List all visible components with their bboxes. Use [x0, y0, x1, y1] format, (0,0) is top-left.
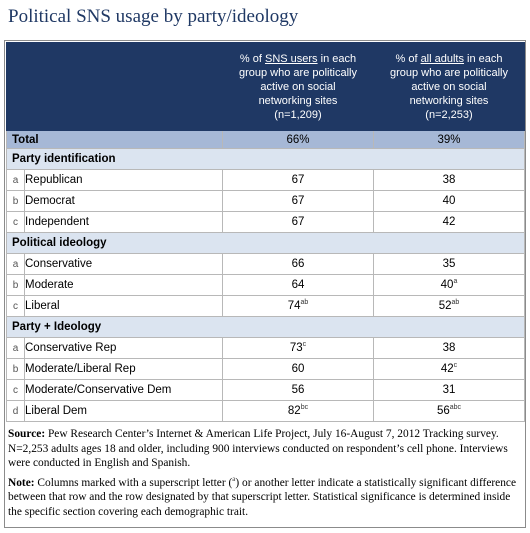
row-label: Moderate/Liberal Rep — [24, 358, 223, 380]
row-label: Liberal — [24, 295, 223, 317]
sns-users-value-number: 74 — [287, 300, 301, 312]
total-label: Total — [6, 130, 223, 149]
all-adults-value-number: 42 — [440, 363, 454, 375]
all-adults-value-number: 40 — [440, 279, 454, 291]
sns-users-value-number: 67 — [291, 174, 305, 186]
all-adults-value-number: 38 — [442, 174, 456, 186]
all-adults-value-number: 40 — [442, 195, 456, 207]
row-letter: a — [6, 253, 25, 275]
section-heading-row: Party identification — [6, 148, 525, 170]
significance-marker: c — [302, 341, 307, 349]
sns-users-value-number: 56 — [291, 384, 305, 396]
all-adults-value: 42c — [373, 358, 525, 380]
sns-users-value-number: 60 — [291, 363, 305, 375]
all-adults-value-number: 42 — [442, 216, 456, 228]
sns-users-value: 66 — [222, 253, 374, 275]
all-adults-value: 56abc — [373, 400, 525, 422]
row-label: Conservative — [24, 253, 223, 275]
row-letter: b — [6, 358, 25, 380]
table-row: a Conservative 66 35 — [6, 253, 525, 275]
section-heading-row: Political ideology — [6, 232, 525, 254]
total-adults-value: 39% — [373, 130, 525, 149]
section-heading-row: Party + Ideology — [6, 316, 525, 338]
row-letter: d — [6, 400, 25, 422]
all-adults-value-number: 35 — [442, 258, 456, 270]
sns-users-value: 67 — [222, 211, 374, 233]
source-note: Source: Pew Research Center’s Internet &… — [8, 428, 508, 469]
row-label: Moderate — [24, 274, 223, 296]
total-sns-value: 66% — [222, 130, 374, 149]
significance-marker: abc — [449, 404, 462, 412]
all-adults-value: 42 — [373, 211, 525, 233]
row-letter: a — [6, 337, 25, 359]
total-row: Total 66% 39% — [6, 130, 525, 149]
table-row: a Republican 67 38 — [6, 169, 525, 191]
sns-users-value-number: 82 — [287, 405, 301, 417]
table-row: c Liberal 74ab 52ab — [6, 295, 525, 317]
significance-marker: c — [453, 362, 458, 370]
sns-users-value-number: 67 — [291, 216, 305, 228]
page-title: Political SNS usage by party/ideology — [8, 6, 299, 27]
data-table: % of SNS users in each group who are pol… — [6, 42, 525, 422]
header-row: % of SNS users in each group who are pol… — [6, 42, 525, 131]
table-row: b Moderate/Liberal Rep 60 42c — [6, 358, 525, 380]
table-row: b Moderate 64 40a — [6, 274, 525, 296]
sns-users-value: 74ab — [222, 295, 374, 317]
row-letter: a — [6, 169, 25, 191]
row-label: Republican — [24, 169, 223, 191]
row-label: Independent — [24, 211, 223, 233]
table-row: b Democrat 67 40 — [6, 190, 525, 212]
row-letter: c — [6, 211, 25, 233]
header-blank — [6, 42, 223, 131]
section-heading: Political ideology — [6, 232, 525, 254]
significance-marker: a — [453, 278, 458, 286]
significance-marker: ab — [300, 299, 309, 307]
sns-users-value-number: 66 — [291, 258, 305, 270]
significance-marker: bc — [300, 404, 309, 412]
table-row: c Moderate/Conservative Dem 56 31 — [6, 379, 525, 401]
all-adults-value: 38 — [373, 337, 525, 359]
all-adults-value-number: 52 — [438, 300, 452, 312]
sns-users-value: 64 — [222, 274, 374, 296]
row-letter: b — [6, 190, 25, 212]
row-letter: c — [6, 379, 25, 401]
row-label: Conservative Rep — [24, 337, 223, 359]
sns-users-value: 67 — [222, 190, 374, 212]
all-adults-value: 40 — [373, 190, 525, 212]
all-adults-value: 38 — [373, 169, 525, 191]
all-adults-value: 52ab — [373, 295, 525, 317]
all-adults-value: 31 — [373, 379, 525, 401]
significance-marker: ab — [451, 299, 460, 307]
sns-users-value-number: 67 — [291, 195, 305, 207]
sns-users-value: 60 — [222, 358, 374, 380]
table-row: c Independent 67 42 — [6, 211, 525, 233]
row-label: Liberal Dem — [24, 400, 223, 422]
section-heading: Party + Ideology — [6, 316, 525, 338]
header-sns-users: % of SNS users in each group who are pol… — [222, 42, 374, 131]
row-letter: b — [6, 274, 25, 296]
sns-users-value-number: 64 — [291, 279, 305, 291]
table-frame — [4, 40, 526, 528]
all-adults-value: 35 — [373, 253, 525, 275]
all-adults-value-number: 56 — [436, 405, 450, 417]
table-row: d Liberal Dem 82bc 56abc — [6, 400, 525, 422]
row-letter: c — [6, 295, 25, 317]
all-adults-value-number: 38 — [442, 342, 456, 354]
sns-users-value-number: 73 — [289, 342, 303, 354]
row-label: Democrat — [24, 190, 223, 212]
note-text: Note: Columns marked with a superscript … — [8, 474, 517, 518]
all-adults-value-number: 31 — [442, 384, 456, 396]
header-all-adults: % of all adults in each group who are po… — [373, 42, 525, 131]
row-label: Moderate/Conservative Dem — [24, 379, 223, 401]
sns-users-value: 73c — [222, 337, 374, 359]
footnotes: Source: Pew Research Center’s Internet &… — [8, 427, 522, 524]
table-row: a Conservative Rep 73c 38 — [6, 337, 525, 359]
sns-users-value: 56 — [222, 379, 374, 401]
section-heading: Party identification — [6, 148, 525, 170]
all-adults-value: 40a — [373, 274, 525, 296]
sns-users-value: 67 — [222, 169, 374, 191]
sns-users-value: 82bc — [222, 400, 374, 422]
